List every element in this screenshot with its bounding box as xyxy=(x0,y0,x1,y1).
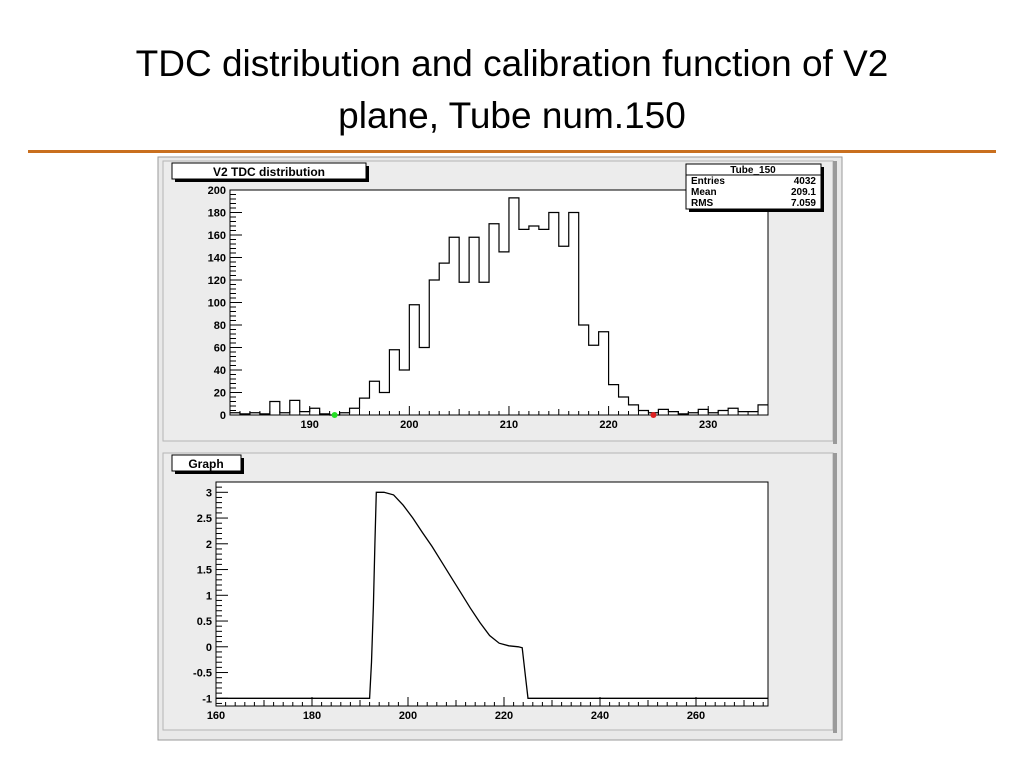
histogram-pad-bevel xyxy=(833,161,837,444)
histogram-marker xyxy=(331,412,338,418)
hist-ytick-label: 0 xyxy=(220,410,226,422)
graph-xtick-label: 180 xyxy=(303,710,321,722)
stats-mean-label: Mean xyxy=(691,187,717,198)
slide-title-line-1: TDC distribution and calibration functio… xyxy=(135,43,889,84)
graph-title: Graph xyxy=(188,457,223,471)
histogram-title-box xyxy=(171,162,367,180)
hist-ytick-label: 180 xyxy=(208,208,226,220)
graph-ytick-label: 0 xyxy=(206,642,212,654)
graph-xtick-label: 220 xyxy=(495,710,513,722)
histogram-pad: 190 200 210 220 230 0 20 40 60 80 100 120 140 160 180 2… xyxy=(162,160,837,444)
slide-title: TDC distribution and calibration functio… xyxy=(0,38,1024,142)
graph-pad-bevel xyxy=(833,453,837,733)
title-divider xyxy=(28,150,996,153)
hist-ytick-label: 200 xyxy=(208,185,226,197)
stats-box: Tube_150 Entries 4032 Mean 209.1 RMS 7.0… xyxy=(685,163,824,212)
graph-pad: 160 180 200 220 240 260 -1 -0.5 0 0.5 1 1.5 2 2.5 3 Gr… xyxy=(162,452,837,733)
graph-ytick-label: 3 xyxy=(206,487,212,499)
hist-ytick-label: 80 xyxy=(214,320,226,332)
stats-rms-value: 7.059 xyxy=(791,198,816,209)
graph-curve xyxy=(216,491,768,699)
hist-xtick-label: 200 xyxy=(400,419,418,431)
stats-mean-value: 209.1 xyxy=(791,187,816,198)
histogram-axes: 190 200 210 220 230 0 20 40 60 80 100 120 140 160 180 2… xyxy=(208,185,769,431)
hist-ytick-label: 140 xyxy=(208,253,226,265)
stats-rms-label: RMS xyxy=(691,198,714,209)
hist-ytick-label: 100 xyxy=(208,298,226,310)
graph-ytick-label: -0.5 xyxy=(193,668,212,680)
histogram-bars xyxy=(230,197,768,416)
histogram-marker xyxy=(650,412,657,418)
histogram-title: V2 TDC distribution xyxy=(213,165,325,179)
hist-ytick-label: 160 xyxy=(208,230,226,242)
graph-ytick-label: 2.5 xyxy=(197,513,212,525)
graph-ytick-label: 1.5 xyxy=(197,565,212,577)
hist-ytick-label: 60 xyxy=(214,343,226,355)
graph-frame xyxy=(215,481,769,707)
graph-xtick-label: 200 xyxy=(399,710,417,722)
hist-ytick-label: 120 xyxy=(208,275,226,287)
hist-ytick-label: 20 xyxy=(214,388,226,400)
hist-xtick-label: 220 xyxy=(599,419,617,431)
hist-xtick-label: 210 xyxy=(500,419,518,431)
stats-box-bg xyxy=(685,163,822,210)
hist-xtick-label: 230 xyxy=(699,419,717,431)
hist-xtick-label: 190 xyxy=(301,419,319,431)
graph-ytick-label: 2 xyxy=(206,539,212,551)
histogram-markers xyxy=(331,412,657,418)
graph-xtick-label: 160 xyxy=(207,710,225,722)
graph-title-box xyxy=(171,454,242,472)
stats-entries-label: Entries xyxy=(691,176,725,187)
graph-axes: 160 180 200 220 240 260 -1 -0.5 0 0.5 1 1.5 2 2.5 3 xyxy=(193,481,764,722)
graph-xtick-label: 240 xyxy=(591,710,609,722)
graph-xtick-label: 260 xyxy=(687,710,705,722)
graph-ytick-label: -1 xyxy=(202,693,212,705)
stats-entries-value: 4032 xyxy=(794,176,817,187)
graph-ytick-label: 0.5 xyxy=(197,616,212,628)
slide-title-line-2: plane, Tube num.150 xyxy=(338,95,686,136)
hist-ytick-label: 40 xyxy=(214,365,226,377)
graph-ytick-label: 1 xyxy=(206,590,212,602)
stats-name: Tube_150 xyxy=(730,165,776,176)
